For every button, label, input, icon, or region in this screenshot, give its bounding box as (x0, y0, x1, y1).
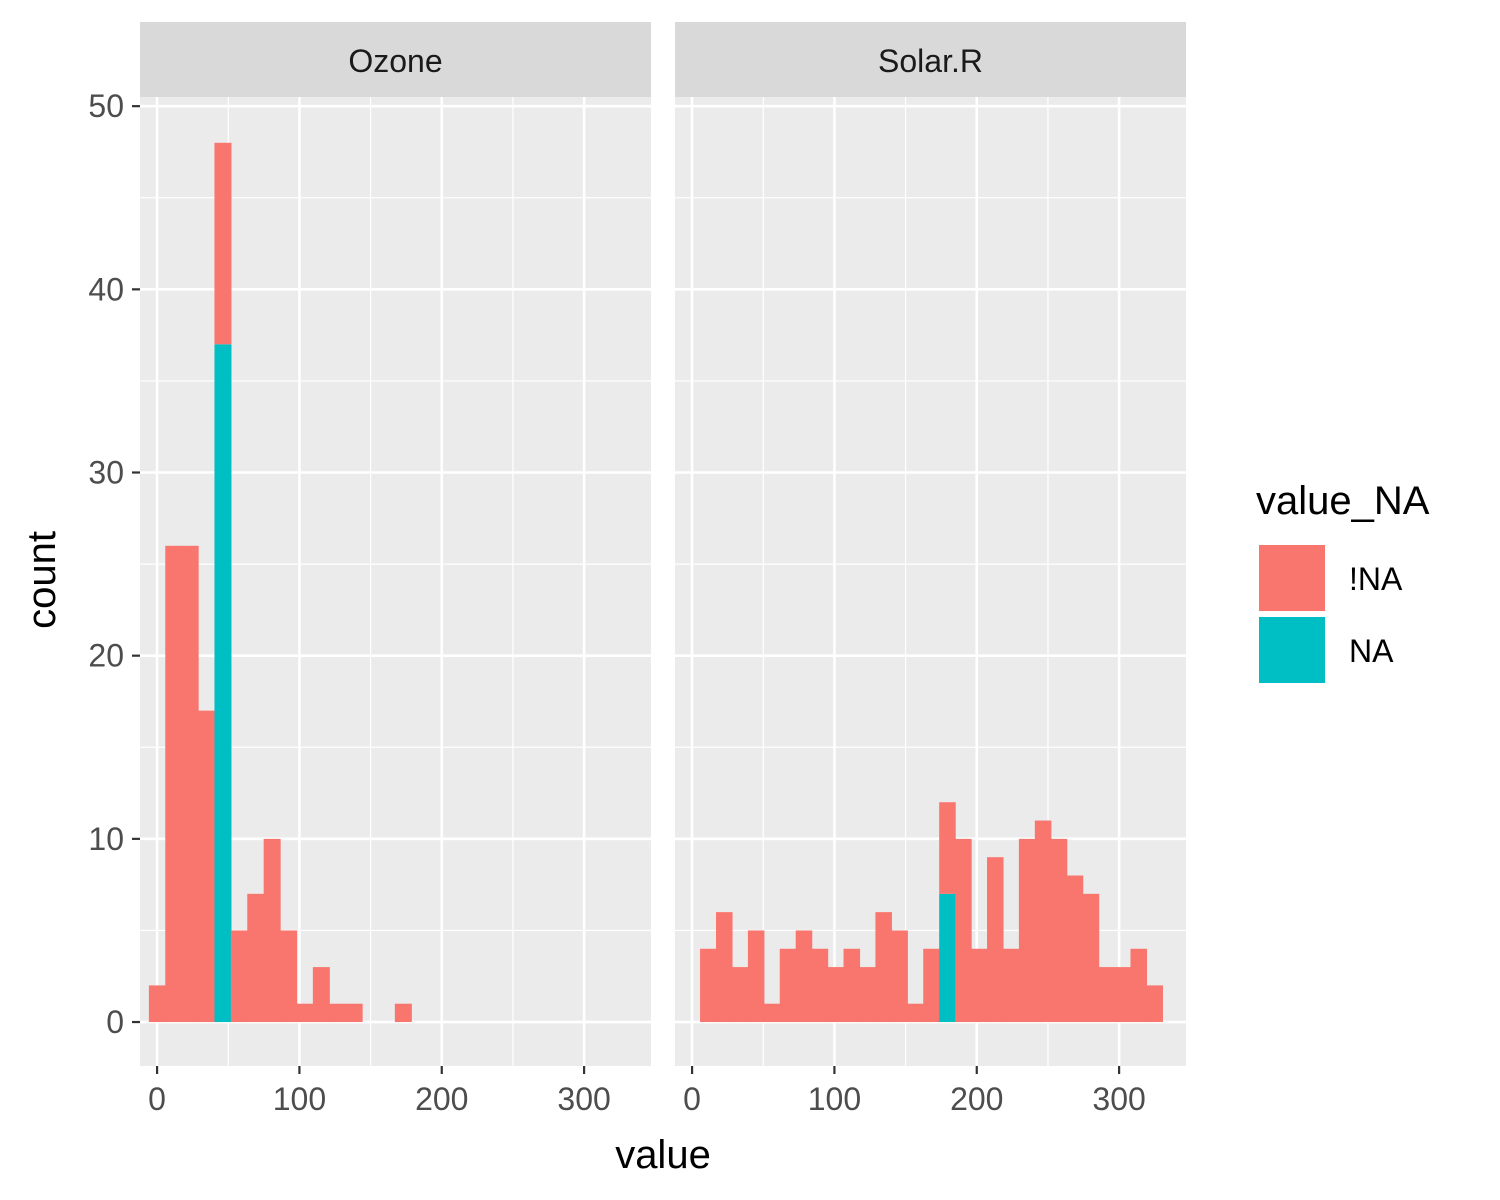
histogram-bar-not-na (987, 857, 1004, 1023)
histogram-bar-not-na (779, 948, 797, 1023)
x-tick-label: 200 (415, 1081, 468, 1117)
x-axis-title: value (615, 1133, 711, 1177)
histogram-bar-not-na (1018, 838, 1036, 1023)
histogram-bar-not-na (907, 1003, 924, 1023)
histogram-bar-not-na (247, 893, 265, 1023)
legend-key-not-na (1259, 545, 1325, 611)
histogram-bar-not-na (148, 985, 166, 1023)
histogram-bar-not-na (214, 142, 232, 345)
legend-label-na: NA (1349, 633, 1394, 669)
panel-background (675, 97, 1186, 1066)
histogram-bar-not-na (763, 1003, 781, 1023)
x-tick-label: 0 (148, 1081, 166, 1117)
y-tick-label: 20 (88, 638, 124, 674)
histogram-bar-not-na (1066, 875, 1084, 1023)
histogram-bar-not-na (1034, 820, 1052, 1023)
histogram-bar-not-na (1002, 948, 1020, 1023)
legend-title: value_NA (1256, 479, 1430, 523)
histogram-bars (148, 142, 412, 1023)
histogram-bar-not-na (747, 930, 765, 1023)
histogram-bar-not-na (394, 1003, 412, 1023)
histogram-bar-not-na (1098, 967, 1116, 1023)
histogram-bar-not-na (181, 545, 199, 1023)
legend-key-na (1259, 617, 1325, 683)
panel-0: Ozone 0 100 200 300 (140, 22, 651, 1117)
strip-background (675, 22, 1186, 97)
histogram-bar-not-na (875, 912, 892, 1023)
x-tick-label: 100 (273, 1081, 326, 1117)
histogram-bar-not-na (263, 838, 281, 1023)
x-tick-label: 200 (950, 1081, 1003, 1117)
x-tick-label: 300 (557, 1081, 610, 1117)
histogram-bar-not-na (891, 930, 908, 1023)
panel-1: Solar.R 0 100 200 300 (675, 22, 1186, 1117)
histogram-bar-not-na (1146, 985, 1163, 1023)
histogram-bar-not-na (827, 967, 845, 1023)
histogram-bar-not-na (811, 948, 829, 1023)
x-tick-label: 0 (683, 1081, 701, 1117)
histogram-bar-not-na (843, 948, 861, 1023)
histogram-bar-not-na (198, 710, 216, 1023)
histogram-bar-not-na (329, 1003, 347, 1023)
strip-label: Solar.R (878, 43, 983, 79)
histogram-bar-not-na (939, 802, 956, 894)
histogram-bar-not-na (955, 838, 972, 1023)
strip-label: Ozone (348, 43, 442, 79)
legend-label-not-na: !NA (1349, 561, 1403, 597)
histogram-bar-not-na (230, 930, 248, 1023)
y-tick-label: 30 (88, 455, 124, 491)
histogram-bar-not-na (923, 948, 940, 1023)
histogram-bar-not-na (971, 948, 988, 1023)
histogram-bar-not-na (312, 967, 330, 1023)
histogram-bar-na (214, 344, 232, 1023)
y-axis-title: count (20, 531, 64, 629)
histogram-bar-not-na (795, 930, 813, 1023)
histogram-bar-na (939, 893, 956, 1023)
histogram-bar-not-na (280, 930, 298, 1023)
y-axis: 0 10 20 30 40 50 (88, 88, 140, 1040)
histogram-bars (700, 802, 1163, 1023)
legend: value_NA !NA NA (1256, 479, 1430, 683)
y-tick-label: 40 (88, 271, 124, 307)
histogram-bar-not-na (859, 967, 877, 1023)
y-tick-label: 50 (88, 88, 124, 124)
x-tick-label: 100 (808, 1081, 861, 1117)
x-tick-label: 300 (1092, 1081, 1145, 1117)
histogram-bar-not-na (1050, 838, 1068, 1023)
histogram-bar-not-na (165, 545, 183, 1023)
histogram-bar-not-na (731, 967, 749, 1023)
histogram-bar-not-na (296, 1003, 314, 1023)
histogram-bar-not-na (1114, 967, 1132, 1023)
histogram-bar-not-na (715, 912, 733, 1023)
strip-background (140, 22, 651, 97)
histogram-bar-not-na (345, 1003, 363, 1023)
y-tick-label: 0 (106, 1004, 124, 1040)
histogram-bar-not-na (1130, 948, 1148, 1023)
histogram-bar-not-na (1082, 893, 1100, 1023)
histogram-bar-not-na (700, 948, 717, 1023)
y-tick-label: 10 (88, 821, 124, 857)
panels-layer: Ozone 0 100 200 300 Solar.R 0 100 200 300 (140, 22, 1186, 1117)
